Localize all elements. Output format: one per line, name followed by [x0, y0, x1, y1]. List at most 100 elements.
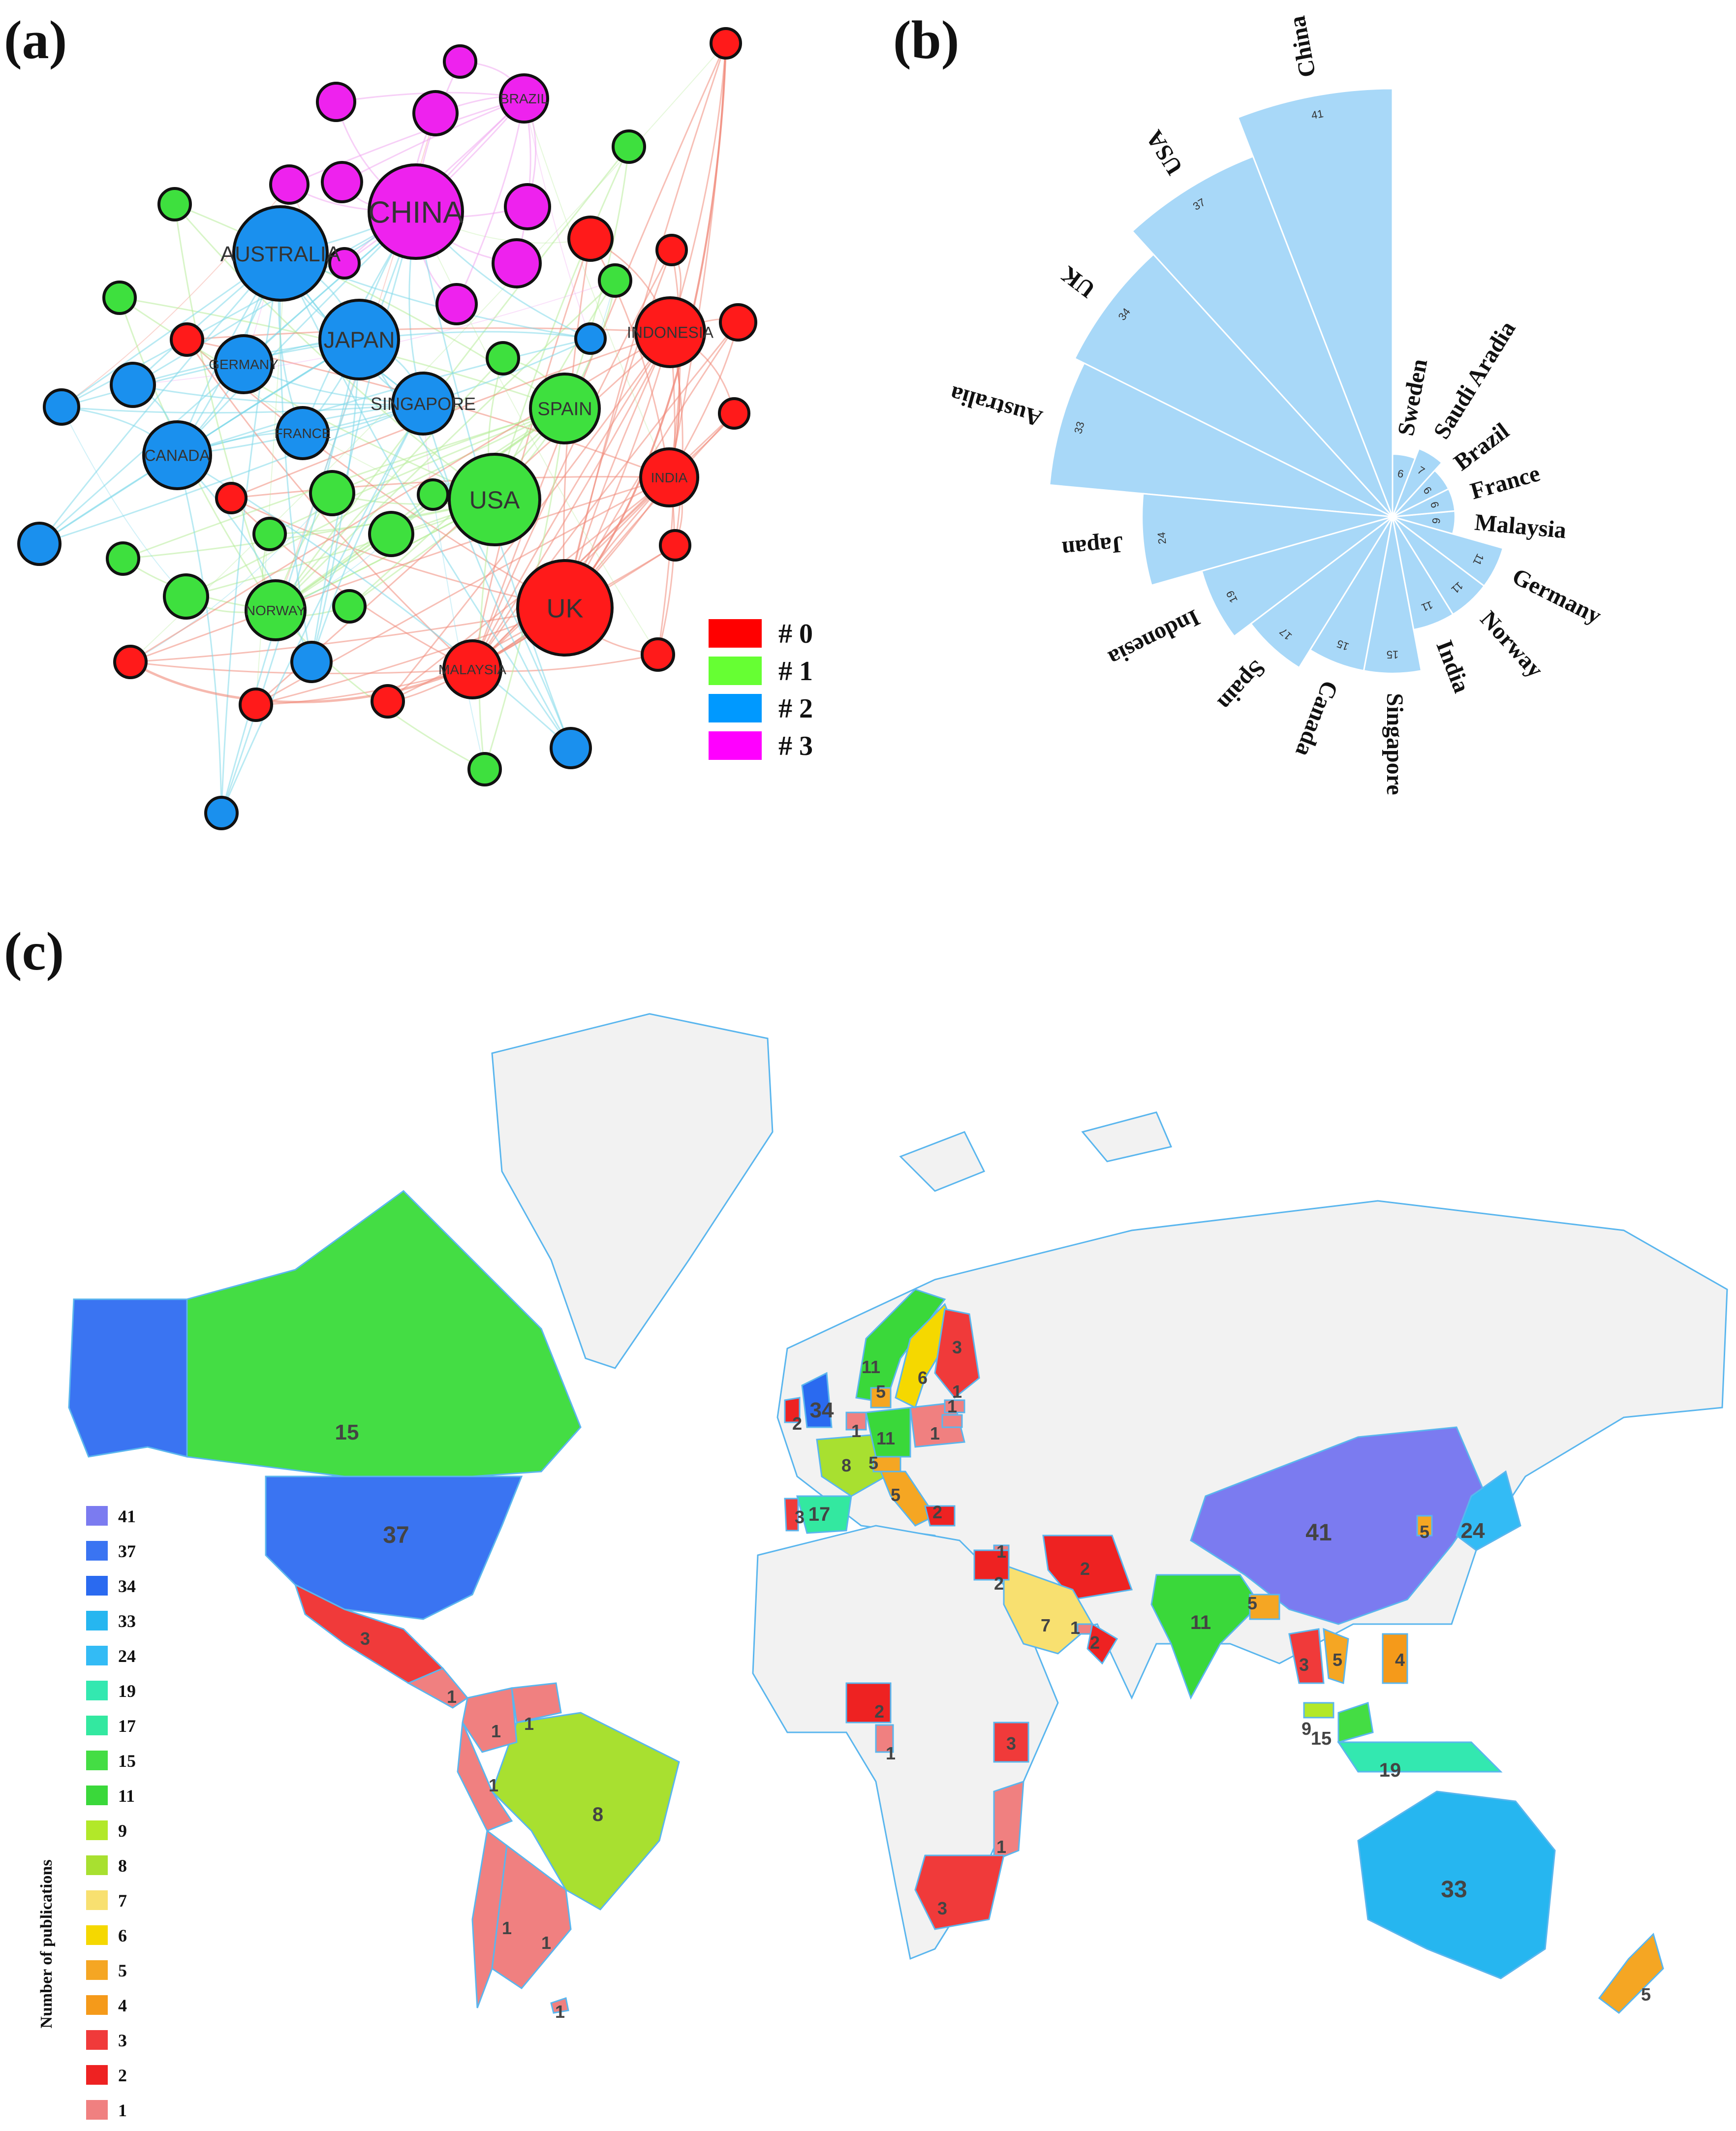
- country-new-zealand: [1598, 1933, 1664, 2014]
- network-node: [486, 341, 520, 376]
- network-node: [719, 303, 757, 342]
- polar-value-label: 15: [1387, 648, 1398, 660]
- map-value-bangladesh: 5: [1247, 1593, 1257, 1613]
- network-edge: [61, 403, 424, 414]
- map-value-egypt: 2: [994, 1573, 1004, 1594]
- country-denmark: [870, 1387, 892, 1409]
- network-edge: [310, 403, 424, 662]
- network-edge: [524, 98, 591, 339]
- node-india: [639, 447, 699, 507]
- map-value-portugal: 3: [795, 1507, 805, 1527]
- country-finland: [934, 1308, 980, 1399]
- node-label-usa: USA: [469, 486, 520, 514]
- country-netherlands: [845, 1411, 867, 1431]
- map-legend-label-17: 17: [118, 1716, 136, 1736]
- network-node: [332, 589, 367, 624]
- polar-bars: [1049, 88, 1504, 674]
- network-node: [492, 238, 542, 288]
- network-edge: [130, 476, 670, 663]
- map-legend-label-34: 34: [118, 1576, 136, 1596]
- map-value-falklands: 1: [555, 2002, 565, 2022]
- polar-value-label: 6: [1396, 467, 1405, 480]
- map-value-ireland: 2: [792, 1413, 802, 1434]
- network-node: [443, 44, 477, 79]
- map-value-spain: 17: [808, 1504, 831, 1525]
- map-value-vietnam: 5: [1333, 1650, 1342, 1670]
- country-malaysia: [1303, 1702, 1334, 1719]
- legend-label-2: # 2: [778, 693, 813, 724]
- polar-category-label: USA: [1141, 125, 1188, 180]
- map-value-norway: 11: [862, 1357, 880, 1377]
- map-value-singapore: 15: [1311, 1728, 1332, 1749]
- map-value-france: 8: [841, 1455, 851, 1475]
- map-value-colombia: 1: [491, 1721, 501, 1741]
- map-value-philippines: 4: [1395, 1650, 1405, 1670]
- network-node: [163, 573, 209, 620]
- network-edge: [38, 253, 281, 544]
- polar-bar-usa: [1131, 155, 1394, 518]
- node-usa: [448, 453, 541, 546]
- network-edge: [186, 407, 565, 597]
- map-value-poland: 1: [930, 1423, 940, 1443]
- map-legend-label-19: 19: [118, 1681, 136, 1701]
- polar-bar-spain: [1250, 516, 1394, 669]
- node-label-japan: JAPAN: [324, 327, 395, 353]
- node-brazil: [499, 73, 549, 124]
- map-value-denmark: 5: [876, 1381, 886, 1402]
- polar-category-label: UK: [1056, 261, 1100, 303]
- polar-category-label: Germany: [1508, 563, 1606, 629]
- map-value-canada: 15: [335, 1420, 359, 1444]
- network-node: [598, 263, 632, 298]
- country-singapore: [1337, 1702, 1374, 1743]
- country-falklands: [550, 1997, 569, 2014]
- panel-label-c: (c): [4, 921, 64, 981]
- map-legend-label-5: 5: [118, 1961, 127, 1980]
- network-edge: [255, 607, 565, 706]
- network-edge: [132, 211, 416, 386]
- polar-category-label: Canada: [1290, 677, 1343, 760]
- network-edge: [255, 668, 473, 706]
- network-edge: [524, 98, 670, 478]
- map-legend-title: Number of publications: [37, 1859, 56, 2028]
- legend-swatch-3: [709, 731, 762, 760]
- network-edge: [275, 280, 616, 611]
- network-edge: [129, 607, 566, 703]
- country-venezuela: [511, 1682, 562, 1724]
- map-legend-swatch-33: [86, 1611, 108, 1630]
- map-legend-label-6: 6: [118, 1926, 127, 1945]
- legend-label-0: # 0: [778, 619, 813, 649]
- network-edge: [310, 211, 417, 662]
- node-label-spain: SPAIN: [537, 399, 592, 420]
- map-value-india: 11: [1190, 1612, 1211, 1633]
- map-value-central-america: 1: [447, 1687, 457, 1707]
- network-node: [252, 517, 287, 551]
- map-legend-swatch-34: [86, 1576, 108, 1596]
- map-legend-label-33: 33: [118, 1611, 136, 1631]
- country-germany: [865, 1407, 911, 1458]
- network-node: [467, 752, 502, 786]
- polar-bar-saudi-aradia: [1392, 447, 1443, 518]
- map-value-sweden: 6: [918, 1368, 928, 1388]
- map-value-japan: 24: [1461, 1519, 1485, 1543]
- country-italy: [879, 1471, 936, 1527]
- polar-category-label: India: [1431, 637, 1475, 696]
- map-value-malaysia: 9: [1302, 1719, 1311, 1739]
- map-value-china: 41: [1305, 1520, 1332, 1546]
- polar-bar-indonesia: [1201, 516, 1393, 638]
- panel-label-b: (b): [893, 10, 960, 70]
- network-node: [110, 362, 156, 408]
- node-spain: [529, 373, 601, 444]
- network-node: [157, 187, 192, 221]
- polar-value-label: 41: [1310, 107, 1325, 122]
- map-value-jordan: 1: [996, 1541, 1006, 1562]
- country-latvia: [944, 1399, 965, 1413]
- network-node: [567, 216, 614, 262]
- node-label-indonesia: INDONESIA: [627, 324, 714, 342]
- country-central-america: [406, 1667, 469, 1709]
- country-spain: [796, 1495, 852, 1534]
- network-edge: [564, 43, 727, 609]
- country-alaska: [68, 1298, 188, 1458]
- network-node: [412, 90, 459, 136]
- country-colombia: [462, 1687, 518, 1753]
- polar-category-label: Australia: [947, 381, 1045, 432]
